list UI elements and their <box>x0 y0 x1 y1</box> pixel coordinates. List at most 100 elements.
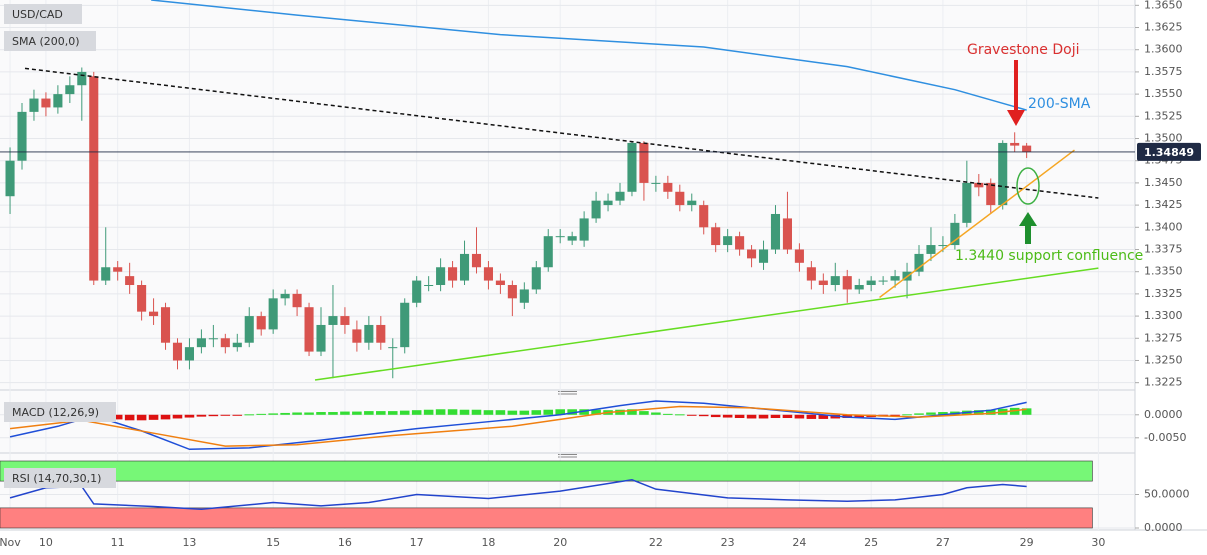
y-tick-label: 1.3525 <box>1144 109 1183 122</box>
candle-body <box>483 267 493 281</box>
x-tick-label: 25 <box>864 536 878 549</box>
histogram-bar <box>914 413 924 415</box>
histogram-bar <box>567 409 577 415</box>
candle-body <box>53 94 63 108</box>
candle-body <box>1010 142 1020 146</box>
histogram-bar <box>770 414 781 419</box>
candle-body <box>890 276 900 281</box>
candle-body <box>579 218 589 241</box>
histogram-bar <box>459 409 470 415</box>
x-tick-label: 13 <box>182 536 196 549</box>
histogram-bar <box>483 410 494 415</box>
candle-body <box>459 253 470 281</box>
candle-body <box>639 142 649 183</box>
candle-body <box>794 249 804 263</box>
histogram-bar <box>782 414 793 419</box>
candle-body <box>471 253 482 268</box>
histogram-bar <box>902 414 912 416</box>
x-tick-label: 22 <box>649 536 663 549</box>
y-tick-label: 1.3650 <box>1144 0 1183 11</box>
candle-body <box>651 182 661 184</box>
histogram-bar <box>758 414 769 419</box>
histogram-bar <box>734 414 745 419</box>
histogram-bar <box>471 409 482 415</box>
candle-body <box>842 276 852 290</box>
candle-body <box>232 342 242 348</box>
annotation: 200-SMA <box>1028 96 1091 112</box>
histogram-bar <box>519 410 530 415</box>
red-arrow <box>1007 60 1025 126</box>
histogram-bar <box>639 411 649 415</box>
candle-body <box>998 142 1008 206</box>
candle-body <box>914 253 924 272</box>
zone-band <box>0 460 1093 482</box>
histogram-bar <box>890 414 900 416</box>
candle-body <box>675 191 685 206</box>
y-tick-label: 1.3300 <box>1144 309 1183 322</box>
y-tick-label: 50.0000 <box>1144 488 1190 501</box>
histogram-bar <box>555 409 565 415</box>
candle-body <box>89 76 99 281</box>
histogram-bar <box>507 410 518 415</box>
candle-body <box>268 298 278 330</box>
histogram-bar <box>1021 408 1032 415</box>
candle-body <box>663 182 673 192</box>
candle-body <box>244 316 254 343</box>
candle-body <box>256 316 266 330</box>
histogram-bar <box>651 412 661 415</box>
candle-body <box>424 285 434 287</box>
panel-handle[interactable] <box>558 391 577 395</box>
candle-body <box>340 316 350 325</box>
candle-body <box>950 222 960 246</box>
histogram-bar <box>256 413 266 415</box>
y-tick-label: 1.3425 <box>1144 198 1183 211</box>
histogram-bar <box>579 409 589 415</box>
x-tick-label: 30 <box>1091 536 1105 549</box>
candle-body <box>735 236 745 250</box>
candle-body <box>567 236 577 241</box>
candle-body <box>507 285 517 299</box>
histogram-bar <box>531 410 542 415</box>
histogram-bar <box>806 414 817 419</box>
sma-line <box>151 0 1027 111</box>
candle-body <box>830 276 840 286</box>
candle-body <box>543 236 553 268</box>
candle-body <box>448 267 458 281</box>
histogram-bar <box>435 409 446 415</box>
histogram-bar <box>663 413 673 415</box>
panel-title-box <box>4 4 82 24</box>
candle-body <box>866 280 876 286</box>
histogram-bar <box>208 414 219 417</box>
y-tick-label: 1.3225 <box>1144 376 1183 389</box>
candle-body <box>352 329 362 343</box>
histogram-bar <box>686 414 697 416</box>
panel-handle[interactable] <box>558 454 577 458</box>
indicator-line <box>9 405 1027 447</box>
histogram-bar <box>399 410 410 415</box>
candle-body <box>41 98 51 108</box>
panel-title: RSI (14,70,30,1) <box>12 472 101 485</box>
y-tick-label: 1.3600 <box>1144 43 1183 56</box>
histogram-bar <box>938 412 948 415</box>
candle-body <box>208 338 218 340</box>
candle-body <box>687 200 697 206</box>
candle-body <box>974 182 984 188</box>
candle-body <box>723 236 733 246</box>
y-tick-label: 1.3550 <box>1144 87 1183 100</box>
candle-body <box>125 276 135 286</box>
histogram-bar <box>710 414 721 418</box>
candle-body <box>711 227 721 246</box>
histogram-bar <box>926 412 936 415</box>
candle-body <box>986 182 996 206</box>
candle-body <box>65 85 75 95</box>
histogram-bar <box>268 413 278 415</box>
candle-body <box>519 289 529 303</box>
x-tick-label: 16 <box>338 536 352 549</box>
candle-body <box>962 182 972 223</box>
candle-body <box>926 245 936 254</box>
x-tick-label: 10 <box>39 536 53 549</box>
candle-body <box>220 338 230 348</box>
histogram-bar <box>495 410 506 415</box>
x-tick-label: 29 <box>1020 536 1034 549</box>
